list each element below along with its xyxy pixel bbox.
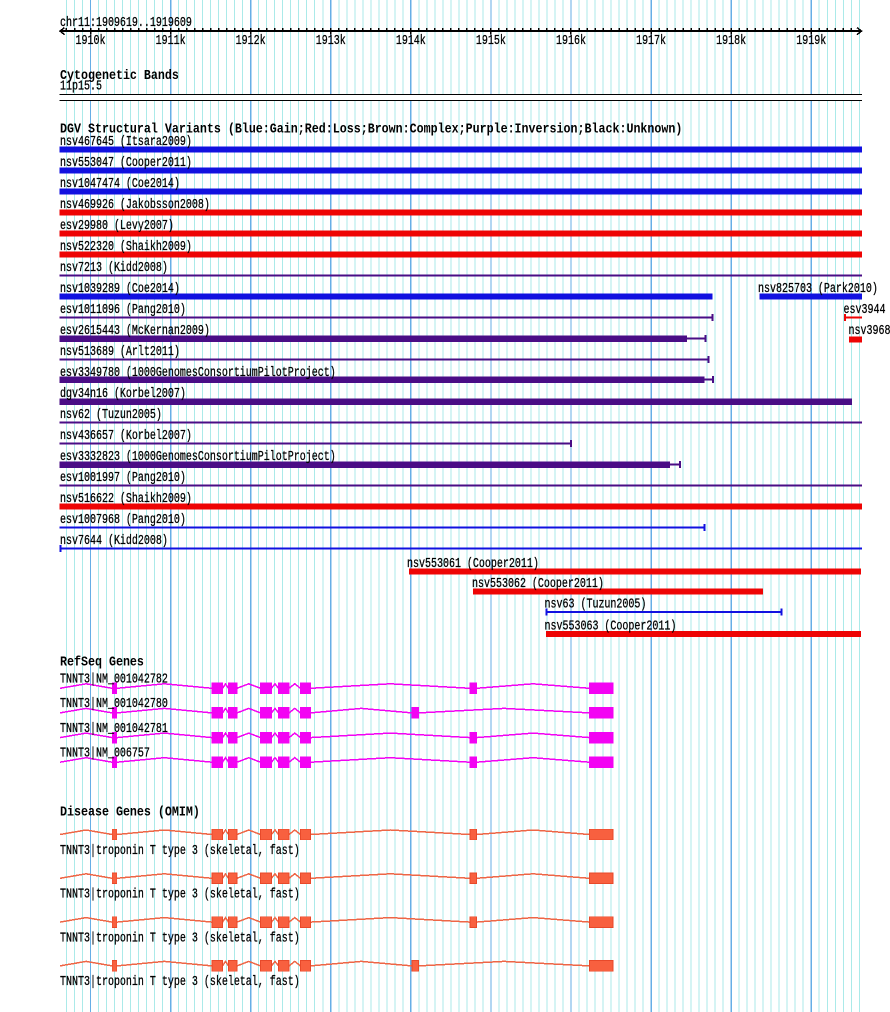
svg-text:DGV Structural Variants (Blue:: DGV Structural Variants (Blue:Gain;Red:L… (60, 121, 682, 137)
svg-text:esv1007968 (Pang2010): esv1007968 (Pang2010) (60, 512, 186, 528)
svg-text:nsv1039289 (Coe2014): nsv1039289 (Coe2014) (60, 281, 180, 297)
svg-text:1918k: 1918k (716, 32, 746, 48)
svg-text:TNNT3|NM_006757: TNNT3|NM_006757 (60, 745, 150, 761)
svg-text:Cytogenetic Bands: Cytogenetic Bands (60, 67, 179, 83)
svg-text:TNNT3|troponin T type 3 (skele: TNNT3|troponin T type 3 (skeletal, fast) (60, 930, 300, 946)
svg-text:nsv7644 (Kidd2008): nsv7644 (Kidd2008) (60, 533, 168, 549)
svg-text:1913k: 1913k (316, 32, 346, 48)
svg-text:esv2615443 (McKernan2009): esv2615443 (McKernan2009) (60, 323, 210, 339)
svg-text:RefSeq Genes: RefSeq Genes (60, 654, 144, 670)
svg-text:TNNT3|troponin T type 3 (skele: TNNT3|troponin T type 3 (skeletal, fast) (60, 842, 300, 858)
svg-text:esv1001997 (Pang2010): esv1001997 (Pang2010) (60, 470, 186, 486)
svg-text:nsv825703 (Park2010): nsv825703 (Park2010) (758, 281, 878, 297)
svg-text:nsv62 (Tuzun2005): nsv62 (Tuzun2005) (60, 407, 162, 423)
svg-text:1910k: 1910k (76, 32, 106, 48)
svg-text:nsv553062 (Cooper2011): nsv553062 (Cooper2011) (472, 576, 604, 592)
svg-text:dgv34n16 (Korbel2007): dgv34n16 (Korbel2007) (60, 386, 186, 402)
svg-text:1916k: 1916k (556, 32, 586, 48)
svg-text:1919k: 1919k (796, 32, 826, 48)
svg-text:nsv469926 (Jakobsson2008): nsv469926 (Jakobsson2008) (60, 197, 210, 213)
svg-text:nsv63 (Tuzun2005): nsv63 (Tuzun2005) (545, 596, 647, 612)
svg-text:TNNT3|NM_001042780: TNNT3|NM_001042780 (60, 696, 168, 712)
svg-text:nsv467645 (Itsara2009): nsv467645 (Itsara2009) (60, 134, 192, 150)
svg-text:esv3944: esv3944 (844, 302, 886, 318)
svg-text:nsv522320 (Shaikh2009): nsv522320 (Shaikh2009) (60, 239, 192, 255)
svg-text:chr11:1909619..1919609: chr11:1909619..1919609 (60, 14, 192, 30)
svg-text:nsv553063 (Cooper2011): nsv553063 (Cooper2011) (545, 618, 677, 634)
svg-text:Disease Genes (OMIM): Disease Genes (OMIM) (60, 804, 200, 820)
svg-text:TNNT3|NM_001042782: TNNT3|NM_001042782 (60, 671, 168, 687)
svg-text:nsv3968: nsv3968 (849, 323, 890, 339)
svg-text:esv3332823 (1000GenomesConsort: esv3332823 (1000GenomesConsortiumPilotPr… (60, 449, 336, 465)
svg-text:nsv553047 (Cooper2011): nsv553047 (Cooper2011) (60, 155, 192, 171)
svg-text:nsv516622 (Shaikh2009): nsv516622 (Shaikh2009) (60, 491, 192, 507)
svg-text:1917k: 1917k (636, 32, 666, 48)
svg-text:1911k: 1911k (156, 32, 186, 48)
svg-text:TNNT3|NM_001042781: TNNT3|NM_001042781 (60, 720, 168, 736)
svg-text:TNNT3|troponin T type 3 (skele: TNNT3|troponin T type 3 (skeletal, fast) (60, 886, 300, 902)
svg-text:11p15.5: 11p15.5 (60, 78, 102, 94)
svg-text:esv29980 (Levy2007): esv29980 (Levy2007) (60, 218, 174, 234)
svg-text:1915k: 1915k (476, 32, 506, 48)
svg-text:nsv513689 (Arlt2011): nsv513689 (Arlt2011) (60, 344, 180, 360)
svg-text:1912k: 1912k (236, 32, 266, 48)
svg-text:nsv7213 (Kidd2008): nsv7213 (Kidd2008) (60, 260, 168, 276)
svg-text:nsv1047474 (Coe2014): nsv1047474 (Coe2014) (60, 176, 180, 192)
svg-text:nsv436657 (Korbel2007): nsv436657 (Korbel2007) (60, 428, 192, 444)
svg-text:esv1011096 (Pang2010): esv1011096 (Pang2010) (60, 302, 186, 318)
svg-text:TNNT3|troponin T type 3 (skele: TNNT3|troponin T type 3 (skeletal, fast) (60, 974, 300, 990)
svg-text:nsv553061 (Cooper2011): nsv553061 (Cooper2011) (407, 556, 539, 572)
svg-text:1914k: 1914k (396, 32, 426, 48)
svg-text:esv3349780 (1000GenomesConsort: esv3349780 (1000GenomesConsortiumPilotPr… (60, 365, 336, 381)
